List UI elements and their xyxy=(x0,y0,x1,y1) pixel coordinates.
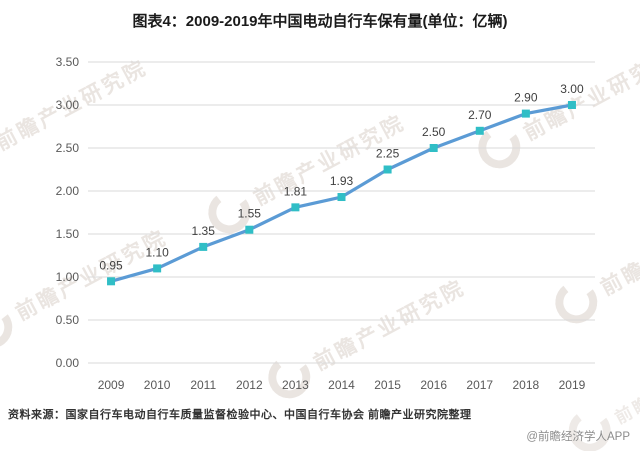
y-tick-label: 2.50 xyxy=(56,141,80,155)
x-tick-label: 2014 xyxy=(328,378,355,392)
y-tick-label: 0.50 xyxy=(56,313,80,327)
x-tick-label: 2009 xyxy=(98,378,125,392)
data-point-label: 1.93 xyxy=(330,174,354,188)
data-point-label: 1.10 xyxy=(145,245,169,259)
x-tick-label: 2018 xyxy=(513,378,540,392)
y-tick-label: 1.50 xyxy=(56,227,80,241)
data-point-marker xyxy=(245,225,254,234)
x-tick-label: 2010 xyxy=(144,378,171,392)
data-point-marker xyxy=(107,277,116,286)
data-point-marker xyxy=(383,165,392,174)
y-tick-label: 0.00 xyxy=(56,356,80,370)
data-point-marker xyxy=(521,109,530,118)
data-point-label: 1.81 xyxy=(284,184,308,198)
x-tick-label: 2015 xyxy=(374,378,401,392)
data-point-label: 0.95 xyxy=(99,258,123,272)
data-point-label: 3.00 xyxy=(560,82,584,96)
data-point-marker xyxy=(337,193,346,202)
x-tick-label: 2011 xyxy=(190,378,216,392)
data-point-marker xyxy=(291,203,300,212)
y-tick-label: 3.50 xyxy=(56,55,80,69)
data-point-label: 2.70 xyxy=(468,108,492,122)
x-tick-label: 2013 xyxy=(282,378,309,392)
data-point-marker xyxy=(199,242,208,251)
x-tick-label: 2016 xyxy=(420,378,447,392)
x-tick-label: 2017 xyxy=(466,378,493,392)
data-point-label: 1.55 xyxy=(238,207,262,221)
data-point-marker xyxy=(567,101,576,109)
source-note: 资料来源：国家自行车电动自行车质量监督检验中心、中国自行车协会 前瞻产业研究院整… xyxy=(8,409,472,421)
x-tick-label: 2012 xyxy=(236,378,263,392)
data-point-marker xyxy=(429,144,438,152)
data-point-label: 2.50 xyxy=(422,125,446,139)
data-point-label: 1.35 xyxy=(192,224,216,238)
credit-note: @前瞻经济学人APP xyxy=(526,431,630,443)
data-point-marker xyxy=(153,264,162,273)
x-tick-label: 2019 xyxy=(559,378,586,392)
y-tick-label: 3.00 xyxy=(56,98,80,112)
chart-title: 图表4：2009-2019年中国电动自行车保有量(单位：亿辆) xyxy=(132,13,508,30)
y-tick-label: 2.00 xyxy=(56,184,80,198)
y-tick-label: 1.00 xyxy=(56,270,80,284)
data-point-marker xyxy=(475,126,484,135)
data-point-label: 2.25 xyxy=(376,147,400,161)
data-point-label: 2.90 xyxy=(514,91,538,105)
